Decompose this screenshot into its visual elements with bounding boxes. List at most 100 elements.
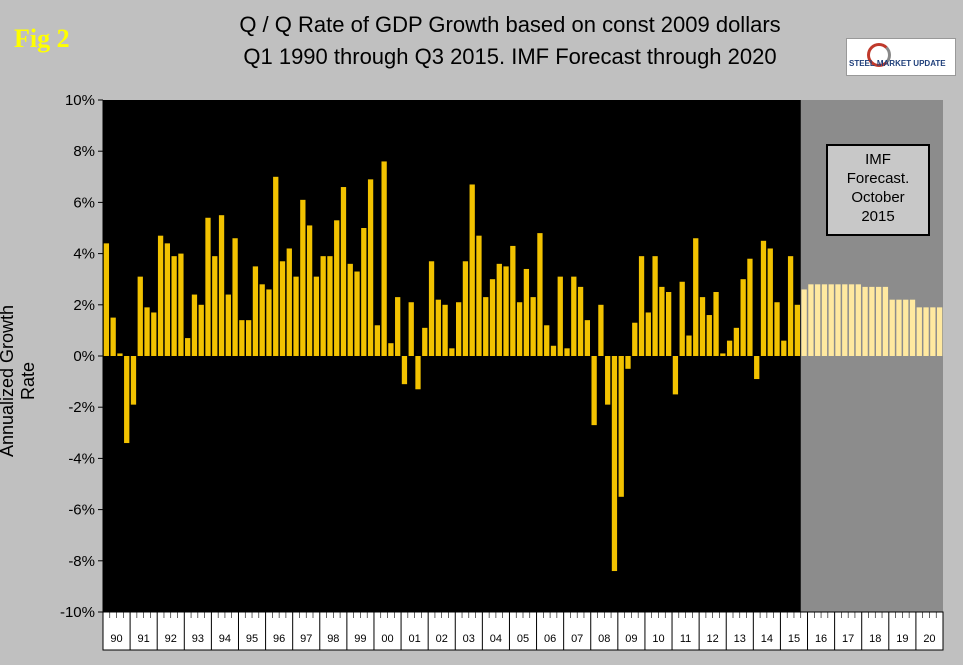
y-tick-label: -8% [68, 553, 95, 570]
bar-forecast [828, 284, 834, 356]
bar-actual [754, 356, 760, 380]
x-tick-label: 19 [896, 633, 908, 645]
bar-actual [638, 256, 645, 356]
y-tick-label: 0% [73, 348, 95, 365]
chart-title-line-2: Q1 1990 through Q3 2015. IMF Forecast th… [243, 44, 777, 69]
bar-actual [489, 279, 496, 356]
bar-actual [598, 304, 604, 356]
bar-forecast [930, 307, 936, 356]
bar-actual [571, 276, 577, 356]
bar-forecast [869, 286, 875, 356]
bar-actual [408, 302, 414, 356]
bar-forecast [909, 299, 916, 356]
x-tick-label: 15 [788, 633, 800, 645]
bar-forecast [815, 284, 821, 356]
bar-actual [781, 340, 787, 356]
bar-actual [523, 268, 530, 356]
x-tick-label: 06 [544, 633, 556, 645]
bar-actual [401, 356, 408, 385]
bar-actual [381, 161, 387, 356]
x-tick-label: 03 [463, 633, 475, 645]
bar-forecast [855, 284, 861, 356]
bar-actual [374, 325, 380, 356]
bar-actual [205, 217, 211, 356]
bar-actual [699, 297, 706, 356]
bar-actual [354, 271, 360, 356]
bar-actual [591, 356, 597, 426]
bar-forecast [842, 284, 848, 356]
bar-actual [747, 258, 753, 356]
bar-forecast [923, 307, 929, 356]
bar-actual [361, 228, 367, 356]
y-tick-label: 8% [73, 143, 95, 160]
x-tick-label: 14 [761, 633, 773, 645]
bar-forecast [916, 307, 922, 356]
bar-actual [198, 304, 204, 356]
bar-actual [415, 356, 421, 390]
bar-actual [449, 348, 455, 356]
bar-actual [334, 220, 340, 356]
bar-forecast [801, 289, 807, 356]
x-tick-label: 05 [517, 633, 529, 645]
bar-actual [266, 289, 272, 356]
bar-forecast [936, 307, 943, 356]
annotation-line: IMF [865, 151, 891, 168]
imf-forecast-annotation: IMF Forecast. October 2015 [826, 144, 930, 236]
logo-text: STEEL MARKET UPDATE [849, 59, 946, 68]
bar-actual [652, 256, 658, 356]
y-tick-label: 2% [73, 297, 95, 314]
y-tick-label: 10% [65, 92, 95, 109]
logo-swirl-icon [867, 43, 891, 67]
bar-forecast [835, 284, 841, 356]
x-tick-label: 91 [138, 633, 150, 645]
x-tick-label: 97 [300, 633, 312, 645]
bar-actual [706, 315, 712, 356]
bar-actual [672, 356, 679, 395]
bar-actual [659, 286, 665, 356]
x-tick-label: 08 [598, 633, 610, 645]
bar-actual [462, 261, 469, 356]
bar-actual [191, 294, 198, 356]
bar-actual [388, 343, 394, 356]
bar-actual [713, 292, 719, 356]
x-tick-label: 92 [165, 633, 177, 645]
bar-forecast [862, 286, 868, 356]
chart-title-line-1: Q / Q Rate of GDP Growth based on const … [239, 12, 781, 37]
bar-actual [564, 348, 570, 356]
bar-actual [456, 302, 462, 356]
bar-actual [232, 238, 238, 356]
bar-actual [625, 356, 631, 369]
y-tick-label: 6% [73, 194, 95, 211]
x-tick-label: 16 [815, 633, 827, 645]
bar-actual [225, 294, 231, 356]
bar-actual [157, 235, 164, 356]
bar-actual [273, 176, 279, 356]
bar-actual [144, 307, 150, 356]
x-tick-label: 04 [490, 633, 502, 645]
bar-actual [130, 356, 137, 405]
x-tick-label: 99 [354, 633, 366, 645]
bar-actual [435, 299, 441, 356]
bar-actual [259, 284, 265, 356]
x-tick-label: 12 [707, 633, 719, 645]
x-tick-label: 20 [923, 633, 935, 645]
bar-actual [320, 256, 326, 356]
bar-actual [164, 243, 170, 356]
bar-actual [666, 292, 672, 356]
bar-actual [530, 297, 536, 356]
bar-actual [787, 256, 794, 356]
x-tick-label: 90 [110, 633, 122, 645]
bar-actual [428, 261, 435, 356]
x-tick-label: 96 [273, 633, 285, 645]
bar-actual [252, 266, 259, 356]
x-tick-label: 94 [219, 633, 231, 645]
x-tick-label: 13 [734, 633, 746, 645]
x-tick-label: 09 [625, 633, 637, 645]
bar-actual [584, 320, 590, 356]
bar-actual [110, 317, 116, 356]
bar-actual [442, 304, 448, 356]
x-tick-label: 95 [246, 633, 258, 645]
bar-actual [557, 276, 563, 356]
y-tick-label: -10% [60, 604, 95, 621]
x-tick-label: 93 [192, 633, 204, 645]
